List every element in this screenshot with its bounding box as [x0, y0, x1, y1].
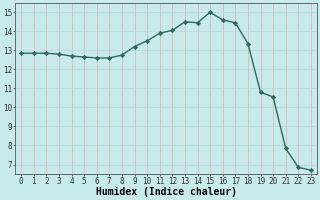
- X-axis label: Humidex (Indice chaleur): Humidex (Indice chaleur): [95, 187, 236, 197]
